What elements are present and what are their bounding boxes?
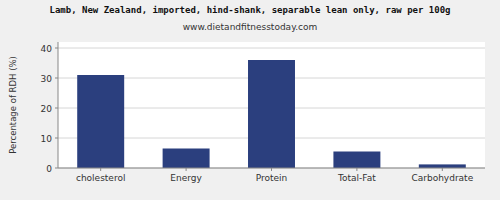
x-tick-label: cholesterol: [76, 173, 125, 183]
grid-line: [58, 168, 485, 169]
x-tick-label: Carbohydrate: [411, 173, 473, 183]
x-tick-label: Total-Fat: [337, 173, 376, 183]
subtitle: www.dietandfitnesstoday.com: [183, 22, 318, 32]
y-tick-label: 0: [46, 164, 52, 174]
y-axis: [58, 42, 59, 168]
y-axis-label: Percentage of RDH (%): [8, 56, 18, 154]
x-axis: [58, 168, 485, 169]
y-tick-label: 30: [41, 74, 53, 84]
grid-line: [58, 48, 485, 49]
bar: [333, 152, 380, 169]
y-tick-label: 10: [41, 134, 53, 144]
bar: [248, 60, 295, 168]
x-tick-label: Protein: [256, 173, 288, 183]
x-tick-label: Energy: [170, 173, 202, 183]
plot-area: [58, 42, 485, 168]
bars: [77, 60, 466, 168]
chart: 0 10 20 30 40 cholesterol Energy Protein Total-F…: [0, 0, 500, 200]
bar: [163, 149, 210, 169]
y-tick-label: 40: [41, 44, 53, 54]
bar: [419, 164, 466, 168]
bar: [77, 75, 124, 168]
y-tick-label: 20: [41, 104, 53, 114]
title: Lamb, New Zealand, imported, hind-shank,…: [50, 5, 451, 15]
background: [0, 0, 500, 200]
